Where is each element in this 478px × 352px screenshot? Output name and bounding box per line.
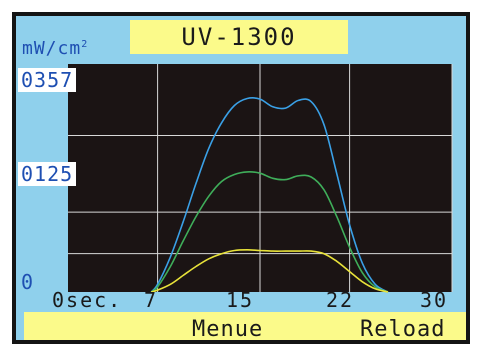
series-line-3 [150,248,389,293]
reload-softkey[interactable]: Reload [360,317,446,342]
x-tick-label-7: 7 [144,288,159,312]
uv-intensity-chart [68,64,453,293]
y-tick-label-max: 0357 [18,68,77,92]
gridlines [68,64,453,292]
y-axis-unit-exponent: 2 [81,39,89,50]
x-tick-label-0sec: 0sec. [52,288,123,312]
y-axis-unit-text: mW/cm [22,38,82,59]
x-tick-label-22: 22 [326,288,355,312]
uv-meter-display: UV-1300 mW/cm2 0357 0125 0 0sec. 7 15 22… [12,12,470,344]
x-tick-label-30: 30 [420,288,449,312]
series-layer [150,97,389,293]
y-tick-label-mid: 0125 [18,162,77,186]
series-line-1 [150,97,389,293]
menu-softkey[interactable]: Menue [192,317,264,342]
x-tick-label-15: 15 [226,288,255,312]
softkey-bar: Menue Reload [24,312,466,342]
series-line-2 [150,171,389,293]
y-tick-label-zero: 0 [21,270,35,294]
device-title: UV-1300 [130,20,348,54]
y-axis-unit: mW/cm2 [22,38,88,59]
